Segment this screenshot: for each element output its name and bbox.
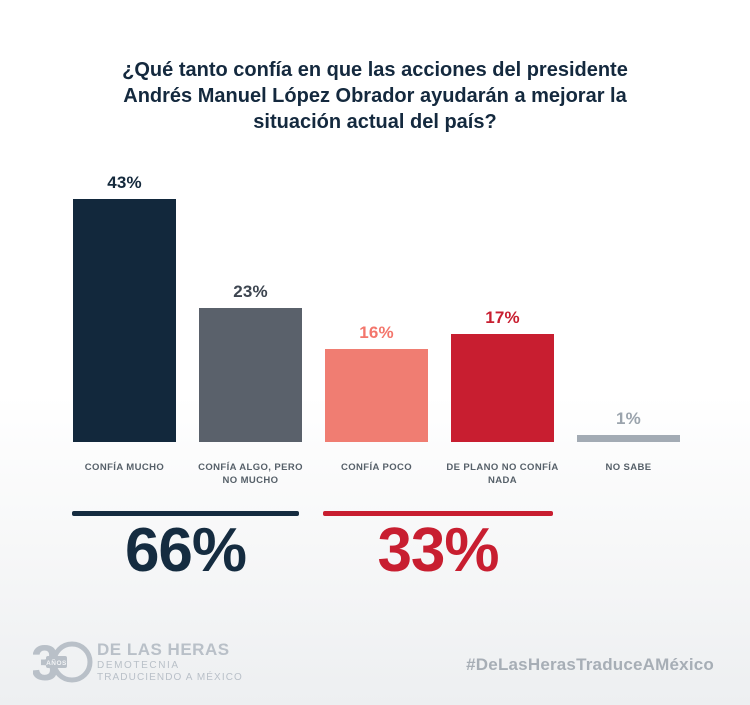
bar	[73, 199, 176, 442]
svg-text:AÑOS: AÑOS	[46, 658, 67, 667]
bar-column: 1%	[577, 409, 680, 442]
bar-category-label: CONFÍA ALGO, PERO NO MUCHO	[198, 462, 303, 486]
logo-name: DE LAS HERAS	[97, 639, 230, 659]
logo-subtitle-traduciendo: TRADUCIENDO A MÉXICO	[97, 671, 243, 683]
bar-value-label: 1%	[616, 409, 641, 428]
page-title: ¿Qué tanto confía en que las acciones de…	[122, 59, 628, 133]
bar-category-label: CONFÍA POCO	[340, 462, 413, 473]
bar-column: 23%	[199, 282, 302, 442]
bar-category-label: NO SABE	[605, 462, 652, 473]
bar-value-label: 23%	[233, 282, 268, 301]
logo-30-anos-icon: 3 AÑOS	[33, 636, 93, 688]
bar-value-label: 17%	[485, 308, 520, 327]
bar-value-label: 43%	[107, 173, 142, 192]
summary-group-confia: 66%	[72, 511, 299, 584]
bar	[325, 349, 428, 442]
logo-subtitle-demotecnia: DEMOTECNIA	[97, 659, 180, 671]
summary-total-no-confia: 33%	[377, 516, 499, 585]
bar-column: 43%	[73, 173, 176, 442]
bar-category-label: CONFÍA MUCHO	[84, 462, 165, 473]
bar-value-label: 16%	[359, 323, 394, 342]
bar	[577, 435, 680, 442]
summary-total-confia: 66%	[124, 516, 247, 585]
bar-category-label: DE PLANO NO CONFÍA NADA	[446, 462, 559, 486]
bar	[451, 334, 554, 442]
delasheras-logo: 3 AÑOS DE LAS HERAS DEMOTECNIA TRADUCIEN…	[33, 636, 243, 688]
logo-wordmark: DE LAS HERAS DEMOTECNIA TRADUCIENDO A MÉ…	[97, 639, 243, 684]
bar	[199, 308, 302, 442]
bar-column: 17%	[451, 308, 554, 442]
hashtag-label: #DeLasHerasTraduceAMéxico	[466, 655, 714, 674]
summary-group-no-confia: 33%	[323, 511, 553, 584]
bar-column: 16%	[325, 323, 428, 442]
summary-underline-no-confia	[323, 511, 553, 516]
summary-underline-confia	[72, 511, 299, 516]
